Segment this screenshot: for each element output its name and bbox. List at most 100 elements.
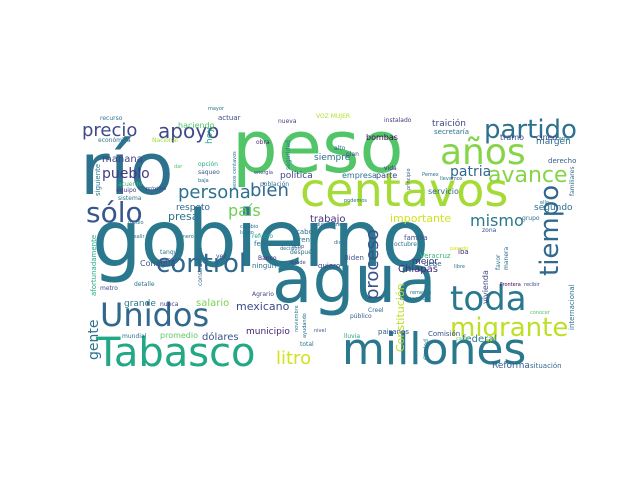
- word-peso: peso: [232, 105, 404, 189]
- word-ochp: ochp: [292, 244, 304, 250]
- word-salir: salir: [134, 234, 145, 240]
- word-grande: grande: [124, 299, 156, 309]
- word-quiero: quiero: [318, 262, 340, 270]
- word-lluvia: lluvia: [344, 333, 360, 340]
- word-nunca: nunca: [160, 301, 179, 308]
- word-decision: decisión: [280, 245, 301, 252]
- word-donde: donde: [290, 260, 306, 266]
- word-medio: medio: [128, 220, 144, 226]
- word-fecha: fecha: [254, 240, 273, 248]
- word-centavos: centavos: [300, 163, 508, 217]
- word-empresa: empresa: [342, 171, 377, 180]
- word-precio: precio: [82, 120, 137, 141]
- word-derecho: derecho: [548, 157, 576, 165]
- word-despues: después: [290, 249, 315, 256]
- word-actuar: actuar: [218, 114, 241, 122]
- word-pemex: Pemex: [422, 172, 439, 178]
- word-gobierno: gobierno: [92, 195, 428, 285]
- word-mayor: mayor: [208, 106, 225, 112]
- word-diciembre: diciembre: [316, 222, 341, 228]
- word-rio: río: [80, 127, 174, 211]
- word-vez: vez: [216, 253, 226, 260]
- word-salario: salario: [196, 298, 229, 309]
- word-cabo: cabo: [296, 228, 313, 236]
- word-presa: presa: [168, 210, 199, 223]
- word-bombas: bombas: [366, 133, 398, 142]
- word-proceso: proceso: [362, 229, 383, 300]
- word-servicio: servicio: [428, 187, 459, 196]
- word-conagua: Conagua: [140, 259, 176, 268]
- word-frontera: Frontera: [500, 282, 521, 288]
- word-cinco: cinco: [536, 133, 557, 142]
- word-manera: manera: [503, 247, 510, 270]
- word-dicen: dicen: [334, 240, 348, 246]
- word-instalado: instalado: [384, 117, 412, 124]
- word-promedio: promedio: [160, 331, 198, 340]
- word-constitucion: Constitución: [394, 283, 407, 352]
- word-tiempo: tiempo: [535, 185, 565, 276]
- word-nueva: nueva: [278, 118, 297, 125]
- word-ayudando: ayudando: [302, 313, 308, 338]
- word-pueblo: pueblo: [102, 166, 150, 182]
- word-parte: parte: [376, 171, 397, 180]
- word-ningun: ningún: [252, 262, 276, 270]
- word-detalle: detalle: [134, 281, 155, 288]
- word-cambio: cambio: [240, 224, 258, 230]
- word-litro: litro: [276, 348, 311, 369]
- word-siguiente: siguiente: [94, 164, 102, 196]
- word-traicion: traición: [432, 118, 466, 129]
- word-agua: agua: [272, 241, 437, 318]
- word-publico: público: [350, 313, 372, 320]
- word-siempre: siempre: [314, 153, 351, 163]
- word-mismo: mismo: [470, 211, 524, 230]
- word-bien: bien: [250, 180, 289, 201]
- word-dinero: dinero: [178, 234, 194, 240]
- word-llevamos: llevamos: [440, 176, 463, 182]
- word-avance: avance: [488, 163, 568, 188]
- word-margen: margen: [536, 137, 571, 147]
- word-secretaria: secretaría: [434, 128, 469, 136]
- word-unidos: Unidos: [100, 296, 209, 334]
- word-mejor: mejor: [412, 257, 438, 267]
- word-creel: Creel: [368, 307, 384, 314]
- word-alto: alto: [334, 145, 346, 152]
- word-pasa: pasa: [160, 257, 175, 264]
- word-migrante: migrante: [450, 313, 568, 343]
- word-total: total: [300, 341, 314, 348]
- word-pasado: pasado: [450, 246, 468, 252]
- word-recurso: recurso: [100, 115, 123, 122]
- word-refugio: refugio: [252, 233, 273, 240]
- word-reforma: Reforma: [492, 361, 530, 371]
- word-tramo: tramo: [500, 133, 524, 142]
- word-saqueo: saqueo: [198, 169, 220, 176]
- word-solo: sólo: [86, 196, 143, 229]
- word-iba: iba: [458, 248, 469, 256]
- word-respeto: respeto: [176, 203, 211, 213]
- word-segundo: segundo: [534, 203, 573, 213]
- word-internacional: internacional: [568, 284, 576, 330]
- word-construccion: construcción: [197, 248, 204, 286]
- word-economica: económica: [98, 137, 131, 144]
- word-luego: luego: [240, 230, 254, 236]
- word-pais: país: [228, 201, 261, 220]
- word-tanque: tanque: [160, 249, 181, 256]
- word-ello: ello: [540, 200, 549, 206]
- word-millones: millones: [342, 324, 526, 375]
- word-hoy: hoy: [205, 127, 215, 144]
- word-recibir: recibir: [524, 282, 541, 288]
- word-mexicano: mexicano: [236, 300, 290, 313]
- word-democracia: Democracia: [400, 296, 430, 302]
- word-familia: familia: [404, 234, 428, 242]
- word-favor: favor: [495, 254, 502, 270]
- word-libre: libre: [454, 264, 465, 270]
- word-veracruz: Veracruz: [420, 252, 451, 260]
- word-acuerdo: acuerdo: [118, 181, 143, 188]
- word-podemos: podemos: [344, 198, 367, 204]
- word-baja: baja: [198, 178, 209, 184]
- word-frente: frente: [296, 236, 317, 244]
- word-sistema: sistema: [118, 195, 142, 202]
- word-banco: Banco: [258, 255, 277, 262]
- word-importante: importante: [390, 212, 451, 225]
- word-anos: años: [440, 132, 526, 173]
